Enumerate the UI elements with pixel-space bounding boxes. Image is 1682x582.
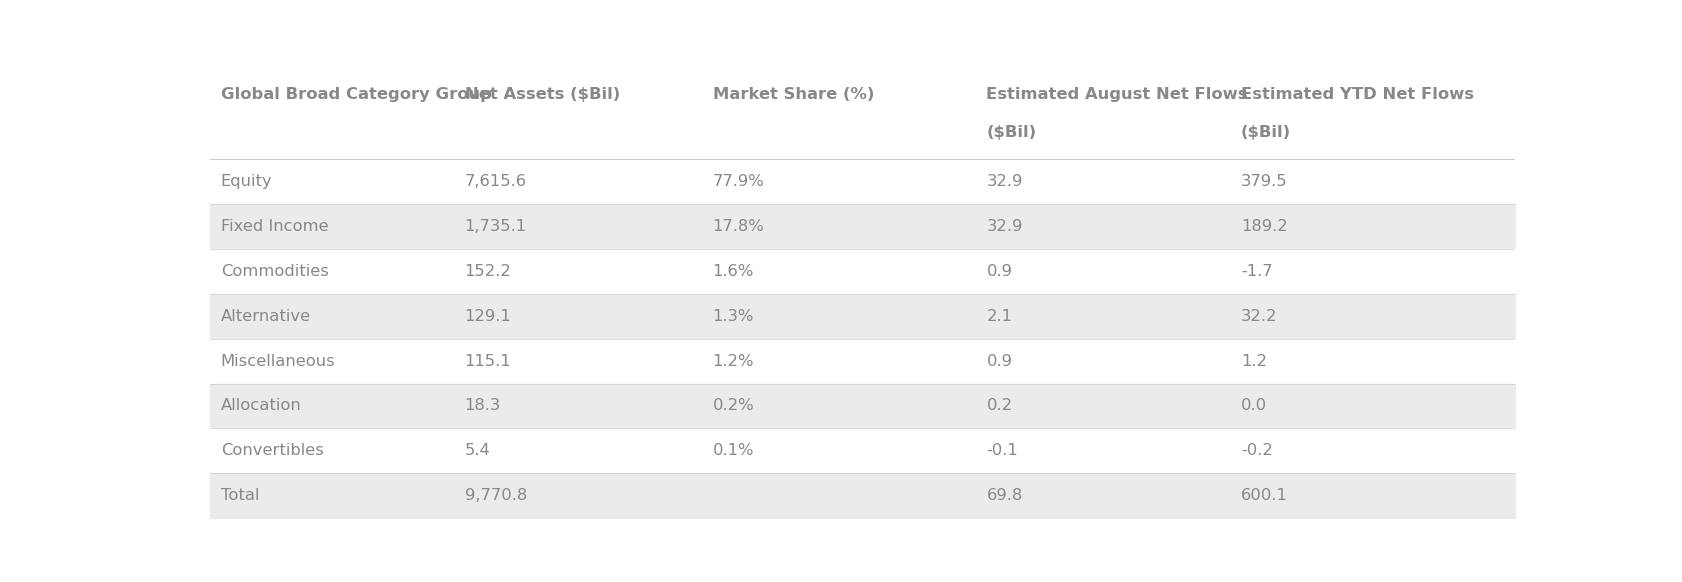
Bar <box>210 249 1514 294</box>
Text: 1.2: 1.2 <box>1240 354 1267 368</box>
Bar <box>210 204 1514 249</box>
Text: 0.2%: 0.2% <box>711 399 754 413</box>
Text: Estimated August Net Flows: Estimated August Net Flows <box>986 87 1248 102</box>
Text: Global Broad Category Group: Global Broad Category Group <box>220 87 491 102</box>
Text: 17.8%: 17.8% <box>711 219 764 234</box>
Text: 7,615.6: 7,615.6 <box>464 175 526 189</box>
Text: -0.1: -0.1 <box>986 443 1018 458</box>
Bar <box>210 384 1514 428</box>
Text: 9,770.8: 9,770.8 <box>464 488 526 503</box>
Text: 115.1: 115.1 <box>464 354 511 368</box>
Text: 18.3: 18.3 <box>464 399 501 413</box>
Text: 1,735.1: 1,735.1 <box>464 219 526 234</box>
Bar <box>210 159 1514 204</box>
Text: 129.1: 129.1 <box>464 309 511 324</box>
Text: 32.9: 32.9 <box>986 219 1023 234</box>
Text: 1.2%: 1.2% <box>711 354 754 368</box>
Text: 600.1: 600.1 <box>1240 488 1287 503</box>
Text: 69.8: 69.8 <box>986 488 1023 503</box>
Text: -0.2: -0.2 <box>1240 443 1272 458</box>
Text: 189.2: 189.2 <box>1240 219 1287 234</box>
Text: ($Bil): ($Bil) <box>986 125 1036 140</box>
Text: 0.9: 0.9 <box>986 354 1013 368</box>
Text: 379.5: 379.5 <box>1240 175 1287 189</box>
Text: Convertibles: Convertibles <box>220 443 323 458</box>
Text: 1.3%: 1.3% <box>711 309 754 324</box>
Text: 0.0: 0.0 <box>1240 399 1267 413</box>
Text: 0.9: 0.9 <box>986 264 1013 279</box>
Text: Fixed Income: Fixed Income <box>220 219 328 234</box>
Text: Alternative: Alternative <box>220 309 311 324</box>
Text: Miscellaneous: Miscellaneous <box>220 354 335 368</box>
Text: 1.6%: 1.6% <box>711 264 754 279</box>
Bar <box>210 339 1514 384</box>
Text: 152.2: 152.2 <box>464 264 511 279</box>
Text: ($Bil): ($Bil) <box>1240 125 1290 140</box>
Text: 0.2: 0.2 <box>986 399 1013 413</box>
Text: -1.7: -1.7 <box>1240 264 1272 279</box>
Text: 32.9: 32.9 <box>986 175 1023 189</box>
Text: 77.9%: 77.9% <box>711 175 764 189</box>
Text: 32.2: 32.2 <box>1240 309 1277 324</box>
Bar <box>210 294 1514 339</box>
Text: Allocation: Allocation <box>220 399 301 413</box>
Bar <box>210 70 1514 159</box>
Text: Estimated YTD Net Flows: Estimated YTD Net Flows <box>1240 87 1473 102</box>
Text: Commodities: Commodities <box>220 264 328 279</box>
Text: Market Share (%): Market Share (%) <box>711 87 873 102</box>
Text: Equity: Equity <box>220 175 272 189</box>
Bar <box>210 428 1514 473</box>
Text: 5.4: 5.4 <box>464 443 489 458</box>
Text: Net Assets ($Bil): Net Assets ($Bil) <box>464 87 619 102</box>
Text: Total: Total <box>220 488 259 503</box>
Bar <box>210 473 1514 518</box>
Text: 2.1: 2.1 <box>986 309 1013 324</box>
Text: 0.1%: 0.1% <box>711 443 754 458</box>
